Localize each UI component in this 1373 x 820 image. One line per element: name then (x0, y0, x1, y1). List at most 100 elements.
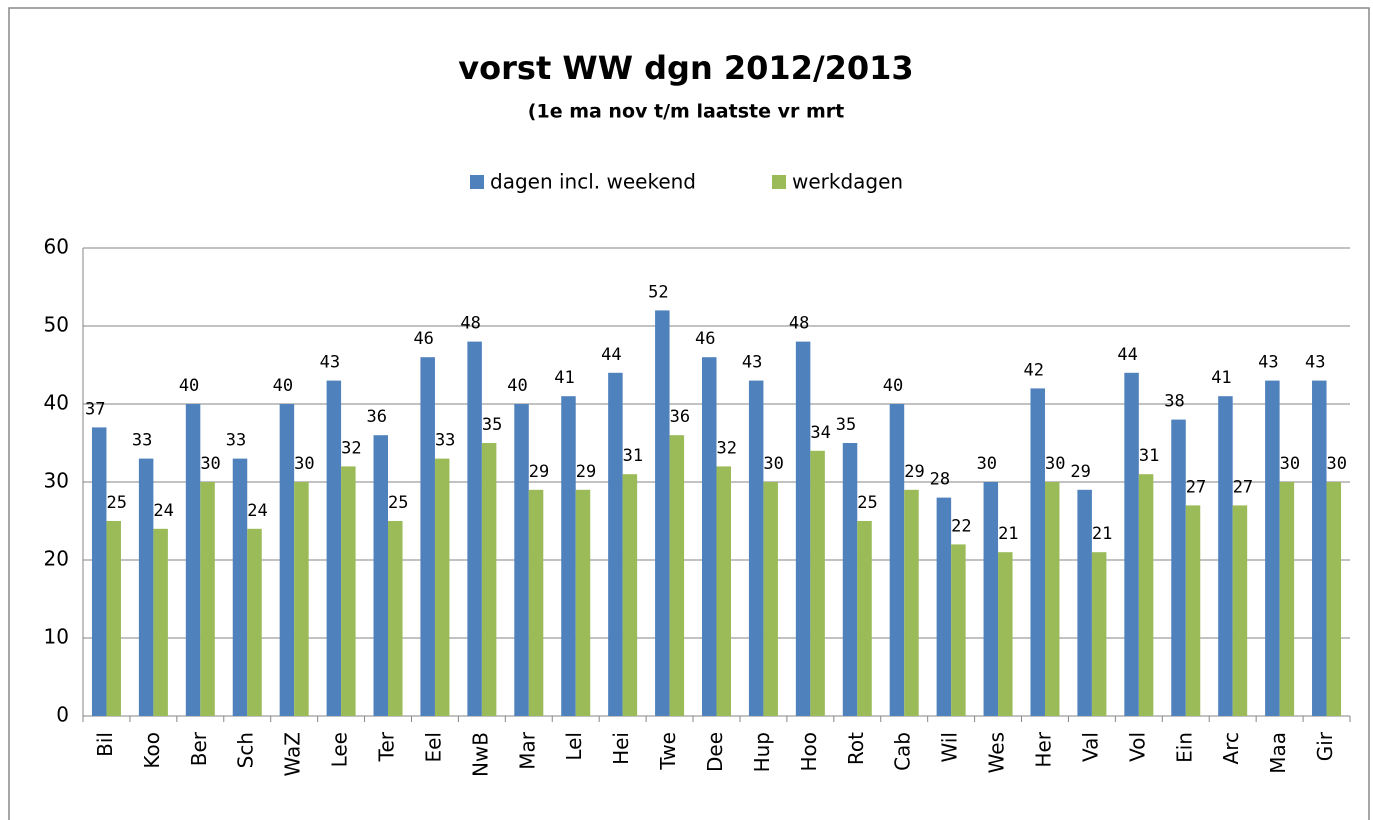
value-label: 44 (601, 345, 621, 365)
x-tick-label: Arc (1219, 732, 1243, 764)
bar (998, 552, 1013, 716)
x-tick-label: Lel (562, 732, 586, 761)
value-label: 43 (1305, 353, 1325, 373)
x-tick-label: Cab (891, 732, 915, 771)
bar (936, 497, 952, 716)
value-label: 24 (247, 501, 267, 521)
legend-label: werkdagen (792, 170, 903, 194)
bar (138, 458, 154, 716)
bar (1232, 505, 1248, 716)
value-label: 36 (367, 407, 387, 427)
value-label: 43 (742, 353, 762, 373)
y-tick-label: 50 (44, 313, 69, 337)
value-label: 25 (106, 493, 126, 513)
bar (528, 489, 544, 716)
x-tick-label: Bil (93, 732, 117, 757)
value-label: 31 (623, 446, 643, 466)
value-label: 40 (179, 376, 199, 396)
bar (373, 435, 389, 716)
value-label: 46 (695, 329, 715, 349)
bar (669, 435, 685, 716)
value-label: 38 (1164, 392, 1184, 412)
x-tick-label: Val (1078, 732, 1102, 762)
bar (185, 404, 201, 716)
bar (232, 458, 248, 716)
x-tick-label: Gir (1313, 731, 1337, 761)
bar (200, 482, 215, 716)
bar (716, 466, 731, 716)
x-tick-label: Ber (187, 731, 211, 766)
value-label: 33 (226, 431, 246, 451)
x-tick-label: Lee (328, 732, 352, 767)
value-label: 40 (507, 376, 527, 396)
x-tick-label: Ter (375, 731, 399, 762)
value-label: 30 (1327, 454, 1347, 474)
value-label: 52 (648, 282, 668, 302)
x-tick-label: Sch (234, 732, 258, 768)
bar (622, 474, 638, 716)
bar (514, 404, 529, 716)
bar (434, 458, 450, 716)
bar (842, 443, 858, 716)
value-label: 25 (388, 493, 408, 513)
bar (1077, 489, 1092, 716)
legend-label: dagen incl. weekend (490, 170, 696, 194)
x-tick-label: Dee (703, 732, 727, 772)
value-label: 29 (904, 462, 924, 482)
bar (1185, 505, 1201, 716)
bar (1218, 396, 1233, 716)
value-label: 30 (294, 454, 314, 474)
y-tick-label: 0 (56, 703, 69, 727)
value-label: 25 (857, 493, 877, 513)
value-label: 44 (1117, 345, 1137, 365)
bar (1312, 380, 1327, 716)
legend-swatch (772, 175, 786, 189)
value-label: 22 (951, 516, 971, 536)
x-tick-label: NwB (468, 732, 492, 777)
value-label: 32 (717, 438, 737, 458)
bar (1326, 482, 1342, 716)
bar (388, 521, 403, 716)
value-label: 30 (977, 454, 997, 474)
x-tick-label: Wil (938, 732, 962, 762)
chart-title: vorst WW dgn 2012/2013 (458, 49, 913, 87)
bar (857, 521, 872, 716)
x-tick-label: Koo (140, 732, 164, 769)
bar (247, 528, 262, 716)
legend-swatch (470, 175, 484, 189)
bar (904, 489, 919, 716)
value-label: 48 (789, 314, 809, 334)
value-label: 35 (836, 415, 856, 435)
value-label: 30 (200, 454, 220, 474)
bar (420, 357, 435, 716)
bar (983, 482, 999, 716)
bar (795, 341, 811, 716)
value-label: 40 (273, 376, 293, 396)
value-label: 28 (930, 470, 950, 490)
bar (341, 466, 356, 716)
x-tick-label: Rot (844, 732, 868, 765)
bar (748, 380, 764, 716)
value-label: 27 (1233, 477, 1253, 497)
value-label: 24 (153, 501, 173, 521)
x-tick-label: Hei (609, 732, 633, 765)
value-label: 21 (998, 524, 1018, 544)
bar (575, 489, 591, 716)
bar (294, 482, 309, 716)
value-label: 30 (1280, 454, 1300, 474)
value-label: 43 (1258, 353, 1278, 373)
y-tick-label: 30 (44, 469, 69, 493)
value-label: 42 (1023, 360, 1043, 380)
y-tick-label: 40 (44, 391, 69, 415)
bar (1279, 482, 1295, 716)
bar (467, 341, 482, 716)
bar (326, 380, 342, 716)
bar (481, 443, 497, 716)
bar (655, 310, 670, 716)
value-label: 35 (482, 415, 502, 435)
x-tick-label: Hoo (797, 732, 821, 772)
bar (810, 450, 825, 716)
value-label: 37 (85, 399, 105, 419)
bar (561, 396, 576, 716)
value-label: 41 (1211, 368, 1231, 388)
